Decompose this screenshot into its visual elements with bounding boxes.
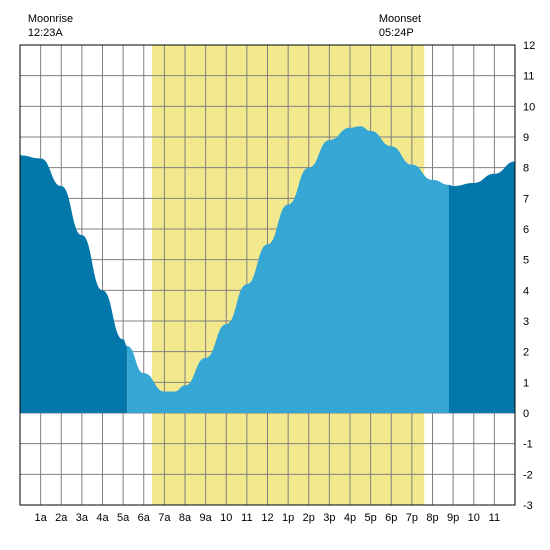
x-tick-label: 9p bbox=[447, 512, 459, 524]
y-tick-label: 8 bbox=[523, 163, 529, 175]
x-tick-label: 5p bbox=[365, 512, 377, 524]
x-tick-label: 5a bbox=[117, 512, 130, 524]
x-tick-label: 7a bbox=[158, 512, 171, 524]
tide-chart: Moonrise 12:23A Moonset 05:24P -3-2-1012… bbox=[10, 10, 540, 540]
x-tick-label: 10 bbox=[220, 512, 232, 524]
y-tick-label: -1 bbox=[523, 439, 533, 451]
x-tick-label: 8p bbox=[426, 512, 438, 524]
x-tick-label: 2a bbox=[55, 512, 68, 524]
y-tick-label: 9 bbox=[523, 132, 529, 144]
x-tick-label: 11 bbox=[489, 512, 500, 524]
moonset-time: 05:24P bbox=[379, 26, 421, 40]
y-tick-label: 10 bbox=[523, 101, 535, 113]
y-tick-label: -3 bbox=[523, 500, 533, 512]
y-tick-label: 12 bbox=[523, 40, 535, 52]
x-tick-label: 10 bbox=[468, 512, 480, 524]
x-tick-label: 12 bbox=[261, 512, 273, 524]
y-tick-label: 7 bbox=[523, 193, 529, 205]
x-tick-label: 2p bbox=[303, 512, 315, 524]
x-tick-label: 6a bbox=[138, 512, 151, 524]
moonset-label: Moonset 05:24P bbox=[379, 12, 421, 41]
x-tick-label: 1p bbox=[282, 512, 294, 524]
y-tick-label: 5 bbox=[523, 255, 529, 267]
y-tick-label: 4 bbox=[523, 285, 529, 297]
moonrise-title: Moonrise bbox=[28, 12, 73, 26]
moonrise-label: Moonrise 12:23A bbox=[28, 12, 73, 41]
x-tick-label: 4p bbox=[344, 512, 356, 524]
x-tick-label: 7p bbox=[406, 512, 418, 524]
y-tick-label: 6 bbox=[523, 224, 529, 236]
y-tick-label: 0 bbox=[523, 408, 529, 420]
x-tick-label: 11 bbox=[241, 512, 252, 524]
x-tick-label: 4a bbox=[96, 512, 109, 524]
y-tick-label: 1 bbox=[523, 377, 529, 389]
y-tick-label: 3 bbox=[523, 316, 529, 328]
y-tick-label: -2 bbox=[523, 469, 533, 481]
x-tick-label: 6p bbox=[385, 512, 397, 524]
x-tick-label: 9a bbox=[200, 512, 213, 524]
x-tick-label: 8a bbox=[179, 512, 192, 524]
y-tick-label: 11 bbox=[523, 71, 534, 83]
x-tick-label: 1a bbox=[35, 512, 48, 524]
chart-svg: -3-2-101234567891011121a2a3a4a5a6a7a8a9a… bbox=[10, 10, 540, 540]
moonset-title: Moonset bbox=[379, 12, 421, 26]
y-tick-label: 2 bbox=[523, 347, 529, 359]
x-tick-label: 3p bbox=[323, 512, 335, 524]
x-tick-label: 3a bbox=[76, 512, 89, 524]
moonrise-time: 12:23A bbox=[28, 26, 73, 40]
